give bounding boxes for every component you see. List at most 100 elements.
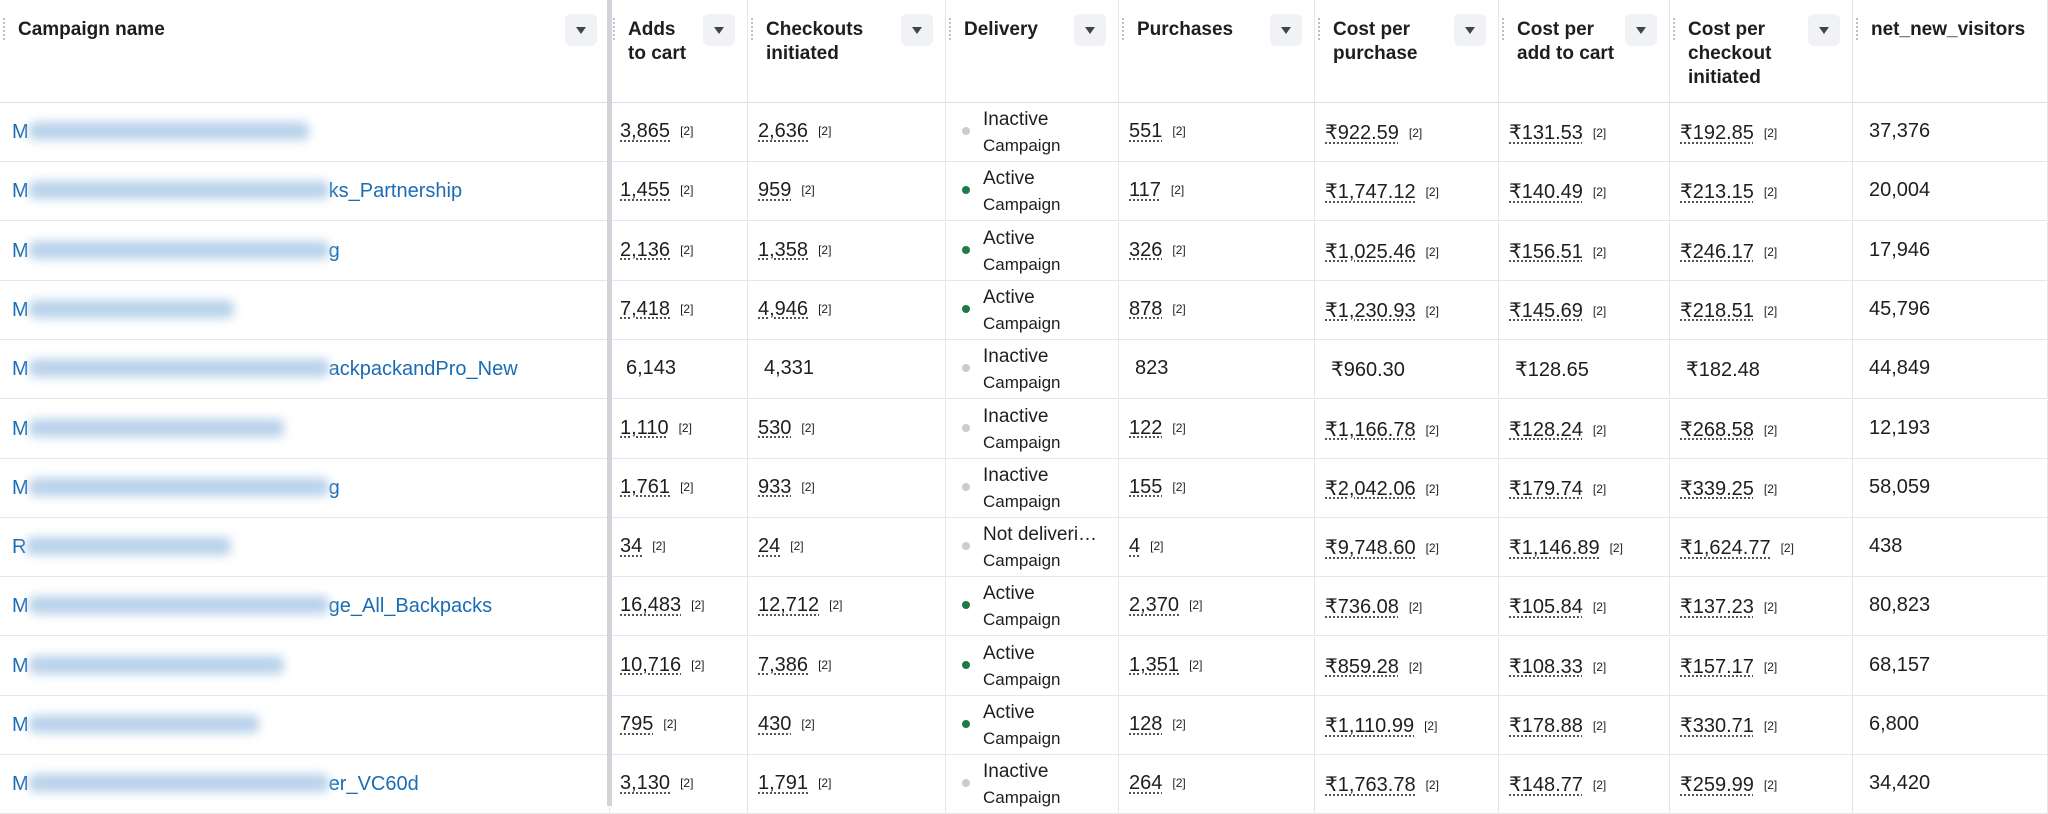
value-note: [2] [790,539,804,554]
table-cell: ₹131.53 [2] [1499,103,1670,162]
sort-menu-button[interactable] [1808,14,1840,46]
value-note: [2] [691,598,705,613]
column-header[interactable]: Purchases [1119,0,1315,103]
value-text: 128 [1129,713,1163,735]
campaign-name-link[interactable]: M [12,714,259,737]
campaign-name-link[interactable]: R [12,536,232,559]
sort-menu-button[interactable] [565,14,597,46]
value-text: ₹145.69 [1509,299,1583,322]
table-cell: ₹1,230.93 [2] [1315,280,1499,340]
campaign-name-end: ks_Partnership [328,180,463,203]
column-header[interactable]: Checkouts initiated [748,0,946,103]
value-note: [2] [1425,185,1439,200]
value-note: [2] [1592,481,1607,496]
table-cell: 68,157 [1853,636,2048,696]
table-cell: ₹156.51 [2] [1499,221,1670,281]
campaign-name-link[interactable]: M [12,299,234,322]
sort-menu-button[interactable] [1074,14,1106,46]
value-text: ₹1,025.46 [1325,240,1416,263]
cell-value: 1,358 [2] [758,239,831,262]
table-cell: ₹1,110.99 [2] [1315,696,1499,755]
value-note: [2] [1592,126,1607,140]
column-grip [1502,18,1507,40]
cell-value: ₹178.88 [2] [1509,713,1606,738]
sort-menu-button[interactable] [901,14,933,46]
value-note: [2] [1592,303,1607,318]
column-header[interactable]: Cost per checkout initiated [1670,0,1853,103]
value-note: [2] [1763,303,1778,318]
table-cell: 58,059 [1853,458,2048,518]
campaign-name-end: g [328,476,340,499]
value-text: ₹1,747.12 [1325,181,1416,204]
table-cell: ₹1,025.46 [2] [1315,221,1499,281]
value-text: 4,331 [764,357,815,380]
campaign-name-start: M [12,417,29,440]
cell-value: ₹148.77 [2] [1509,772,1606,797]
column-title: Adds to cart [628,19,687,64]
cell-value: ₹246.17 [2] [1680,239,1777,264]
table-cell: ₹960.30 [1315,340,1499,400]
table-cell: 1,351 [2] [1119,636,1315,696]
value-text: 3,865 [620,120,671,142]
value-note: [2] [680,301,694,316]
cell-value: 34,420 [1869,772,1930,795]
value-note: [2] [1763,244,1778,259]
sort-menu-button[interactable] [1270,14,1302,46]
cell-value: 20,004 [1869,179,1930,202]
sort-menu-button[interactable] [1454,14,1486,46]
value-text: 1,351 [1129,653,1180,676]
campaign-name-link[interactable]: M [12,418,284,441]
campaign-name-link[interactable]: M [12,655,284,678]
value-note: [2] [680,242,694,257]
cell-value: 530 [2] [758,417,815,440]
cell-value: 4 [2] [1129,535,1163,558]
cell-value: 4,331 [764,357,814,380]
value-text: 7,418 [620,297,671,320]
campaign-name-link[interactable]: M [12,121,309,144]
campaign-cell: M [0,280,610,340]
cell-value: ₹9,748.60 [2] [1325,535,1439,560]
value-note: [2] [1592,778,1607,793]
column-header[interactable]: Delivery [946,0,1119,103]
sort-menu-button[interactable] [1625,14,1657,46]
table-cell: 1,110 [2] [610,399,748,459]
value-note: [2] [1425,778,1439,793]
column-header[interactable]: Adds to cart [610,0,748,103]
value-note: [2] [818,657,832,672]
campaign-name-start: M [12,121,29,143]
redacted-text [26,537,232,556]
column-header[interactable]: Campaign name [0,0,610,103]
cell-value: 438 [1869,535,1902,558]
status-dot [962,720,970,728]
table-cell: 264 [2] [1119,755,1315,814]
table-cell: 1,455 [2] [610,162,748,222]
status-dot [962,779,970,788]
column-header[interactable]: Cost per add to cart [1499,0,1670,103]
value-note: [2] [829,598,843,613]
cell-value: 2,370 [2] [1129,594,1202,617]
campaign-name-start: M [12,180,29,203]
column-header[interactable]: net_new_visitors [1853,0,2048,103]
table-cell: 128 [2] [1119,696,1315,755]
value-note: [2] [1763,600,1778,615]
campaign-cell: R [0,518,610,578]
value-text: ₹259.99 [1680,774,1754,797]
cell-value: ₹1,230.93 [2] [1325,298,1439,323]
column-header[interactable]: Cost per purchase [1315,0,1499,103]
value-text: 1,455 [620,179,671,202]
status-dot [962,127,970,135]
value-text: ₹179.74 [1509,477,1583,500]
cell-value: ₹137.23 [2] [1680,594,1777,619]
value-text: 20,004 [1869,179,1931,202]
column-title: Campaign name [18,19,165,40]
table-cell: 430 [2] [748,696,946,755]
sort-menu-button[interactable] [703,14,735,46]
cell-value: 6,143 [626,357,676,380]
